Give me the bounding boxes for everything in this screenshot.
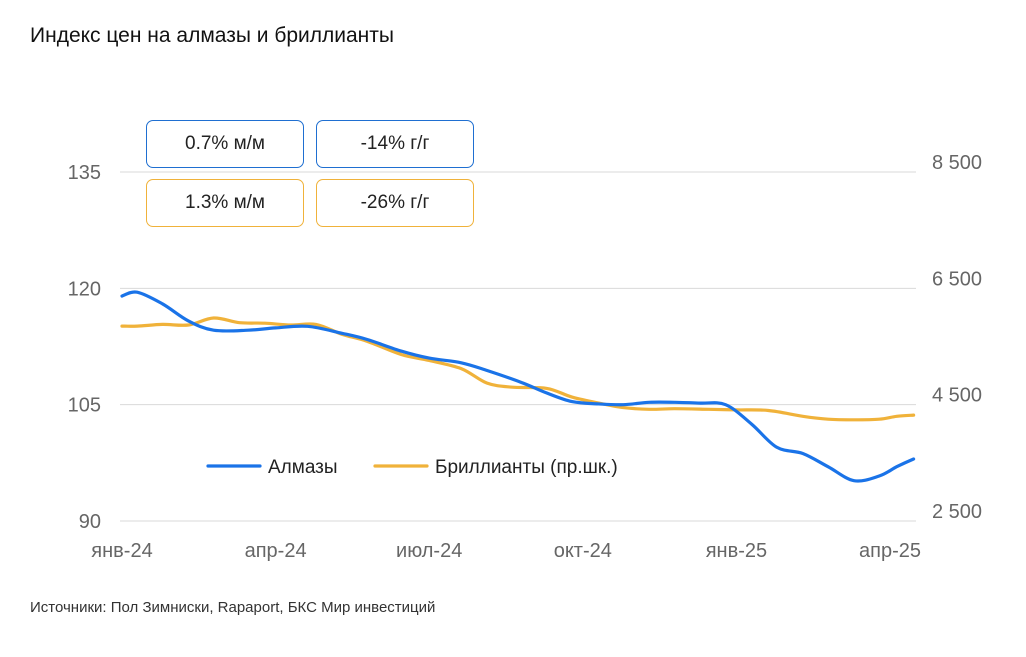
series-lines — [120, 290, 916, 483]
brilliants-yoy-badge: -26% г/г — [316, 179, 474, 227]
left-tick-label: 135 — [68, 162, 101, 184]
left-tick-label: 105 — [68, 395, 101, 417]
left-axis-ticks: 90 105 120 135 — [68, 162, 101, 533]
diamonds-yoy-badge: -14% г/г — [316, 120, 474, 168]
left-tick-label: 90 — [79, 511, 101, 533]
right-tick-label: 8 500 — [932, 152, 982, 174]
x-tick-label: янв-25 — [706, 540, 767, 562]
right-tick-label: 2 500 — [932, 501, 982, 523]
x-axis-ticks: янв-24 апр-24 июл-24 окт-24 янв-25 апр-25 — [91, 540, 921, 562]
series-line-diamonds — [120, 290, 916, 483]
legend-item-diamonds: Алмазы — [206, 457, 338, 478]
grid-lines — [120, 171, 916, 522]
legend-item-brilliants: Бриллианты (пр.шк.) — [373, 457, 618, 478]
legend-label: Алмазы — [268, 457, 338, 478]
left-tick-label: 120 — [68, 278, 101, 300]
brilliants-mom-badge: 1.3% м/м — [146, 179, 304, 227]
right-tick-label: 4 500 — [932, 385, 982, 407]
x-tick-label: июл-24 — [396, 540, 462, 562]
x-tick-label: янв-24 — [91, 540, 152, 562]
right-tick-label: 6 500 — [932, 268, 982, 290]
x-tick-label: окт-24 — [554, 540, 612, 562]
legend-label: Бриллианты (пр.шк.) — [435, 457, 618, 478]
diamonds-mom-badge: 0.7% м/м — [146, 120, 304, 168]
x-tick-label: апр-24 — [245, 540, 307, 562]
chart-title: Индекс цен на алмазы и бриллианты — [30, 24, 394, 47]
series-line-brilliants — [120, 316, 916, 422]
source-note: Источники: Пол Зимниски, Rapaport, БКС М… — [30, 599, 436, 616]
legend: Алмазы Бриллианты (пр.шк.) — [206, 457, 618, 478]
x-tick-label: апр-25 — [859, 540, 921, 562]
right-axis-ticks: 2 500 4 500 6 500 8 500 — [932, 152, 982, 523]
